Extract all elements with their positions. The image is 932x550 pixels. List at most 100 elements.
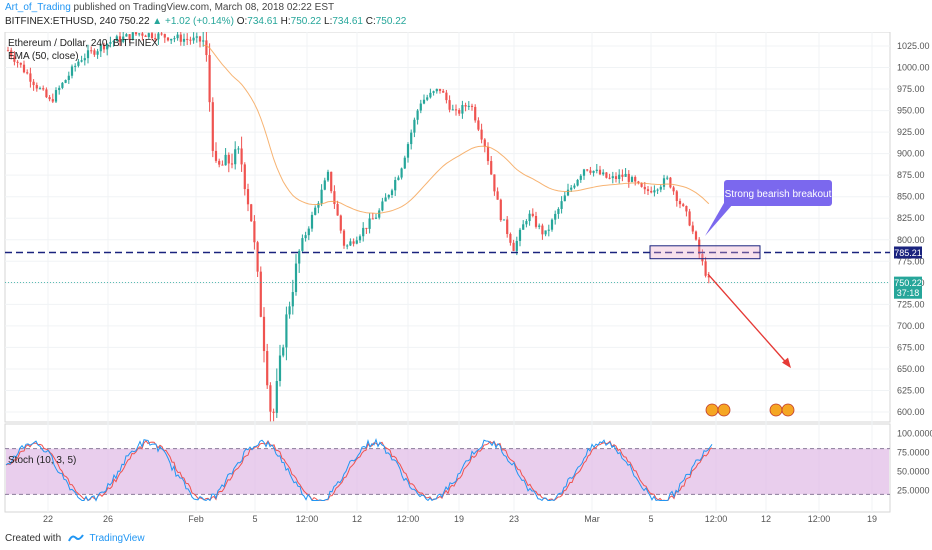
created-with: Created with TradingView [5,533,145,544]
candle-body [451,109,454,111]
candle [362,222,365,242]
candle-body [563,195,566,202]
candle-body [458,110,461,114]
candle [333,185,336,209]
candle [42,85,45,91]
candle [419,99,422,114]
candle-body [13,56,16,62]
candle [29,67,32,88]
candle-body [262,316,266,352]
candle-body [211,102,214,151]
candle-body [704,261,707,276]
stoch-tick-label: 100.0000 [897,428,932,438]
candle-body [627,173,630,182]
candle [698,237,701,259]
candle-body [342,230,346,246]
candle-body [131,32,134,40]
candle [70,64,74,79]
candle [246,183,250,212]
candle [74,63,77,72]
price-tick-label: 1025.00 [897,41,930,51]
candle-body [560,201,563,209]
candle-body [205,40,208,56]
candle [272,408,275,422]
candle-body [467,105,470,107]
tradingview-brand[interactable]: TradingView [89,533,145,544]
candle [630,175,634,183]
candle-body [541,225,544,235]
candle [589,166,592,175]
candle [368,213,371,234]
candle-body [208,55,211,103]
candle [266,343,269,389]
candle-body [93,50,96,55]
candle [182,33,186,46]
price-badge-bg [894,286,922,299]
candle [288,301,291,319]
candle [650,186,653,194]
candle-body [394,179,397,191]
candle-body [349,241,352,246]
candle [579,174,582,183]
candle-body [640,183,643,187]
price-badge-text: 37:18 [897,288,920,298]
candle-body [438,88,442,91]
candle-body [314,207,317,215]
tradingview-logo-icon [68,534,84,542]
candle [128,34,131,43]
candle [582,168,586,180]
candle-body [96,51,99,55]
candle-body [333,191,336,205]
candle [237,146,240,154]
candle [278,344,282,387]
time-tick-label: 19 [867,514,877,524]
candle-body [102,44,106,50]
candle-body [234,149,237,165]
high-value: 750.22 [290,16,322,27]
candle [659,184,662,193]
candle-body [384,197,387,202]
candle [678,198,682,209]
candle [250,203,253,222]
candle [608,173,611,180]
candle-body [630,177,634,182]
candle-body [688,211,691,226]
candle-body [426,97,429,100]
candle [58,85,61,95]
candle-body [269,385,272,412]
candle-body [19,62,22,65]
candle [682,202,685,207]
breakout-zone [649,245,761,260]
candle [317,201,320,214]
candle [694,230,698,241]
candle [502,219,506,221]
candle [224,148,227,166]
candle-body [525,221,528,225]
candle [451,104,454,111]
candle [400,167,403,180]
price-tick-label: 675.00 [897,342,925,352]
candle-body [77,61,80,66]
candle-body [643,186,646,190]
candle [61,82,64,90]
candle [442,88,445,93]
candle [467,101,470,110]
candle-body [214,150,218,161]
author-link[interactable]: Art_of_Trading [5,2,71,13]
candle-body [112,40,115,42]
candle [282,344,285,358]
candle-body [573,185,576,188]
candle-body [358,236,362,241]
candle-body [432,91,435,93]
candle [474,104,477,123]
candle-body [221,164,224,166]
candle-body [707,275,710,278]
candle [106,43,109,56]
candle [493,174,496,196]
candle-body [109,41,112,44]
candle-body [90,50,93,52]
candle-body [45,89,48,98]
candle-body [147,33,150,37]
candle-body [496,191,499,200]
